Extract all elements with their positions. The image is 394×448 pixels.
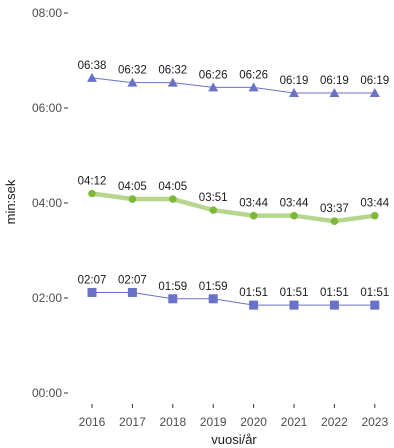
data-label: 02:07 — [118, 274, 147, 286]
data-label: 01:59 — [158, 281, 187, 293]
series-layer — [87, 72, 380, 310]
data-label: 01:51 — [239, 287, 268, 299]
data-point-circle — [88, 189, 96, 198]
data-label: 04:05 — [158, 181, 187, 193]
x-tick-label: 2022 — [321, 415, 348, 429]
x-tick-label: 2016 — [79, 415, 106, 429]
data-point-circle — [330, 217, 339, 226]
series-circle-line — [89, 191, 378, 224]
data-label: 03:44 — [239, 198, 268, 210]
x-tick-label: 2021 — [281, 415, 308, 429]
data-point-square — [249, 300, 259, 310]
data-point-triangle — [329, 87, 340, 97]
y-tick-label: 08:00 — [32, 6, 62, 20]
x-axis-title: vuosi/år — [211, 432, 257, 447]
y-tick-label: 06:00 — [32, 101, 62, 115]
x-tick-label: 2020 — [240, 415, 267, 429]
data-label: 03:44 — [360, 198, 389, 210]
data-label: 06:19 — [280, 75, 309, 87]
x-tick-label: 2018 — [159, 415, 186, 429]
data-label: 04:05 — [118, 181, 147, 193]
data-point-circle — [371, 211, 379, 220]
data-label: 01:51 — [280, 287, 309, 299]
data-label: 06:26 — [199, 69, 228, 81]
data-point-square — [168, 294, 178, 304]
data-point-circle — [290, 211, 298, 220]
data-point-triangle — [208, 82, 219, 92]
data-point-triangle — [369, 87, 380, 97]
data-point-circle — [128, 195, 137, 203]
y-tick-label: 00:00 — [32, 386, 62, 400]
data-point-square — [87, 287, 97, 297]
x-tick-label: 2023 — [361, 415, 388, 429]
data-point-square — [329, 300, 339, 310]
y-tick-label: 02:00 — [32, 291, 62, 305]
y-axis: 00:00 02:00 04:00 06:00 08:00 — [32, 6, 68, 400]
data-point-circle — [209, 206, 217, 214]
data-point-square — [289, 300, 299, 310]
x-tick-label: 2019 — [200, 415, 227, 429]
data-label: 01:59 — [199, 281, 228, 293]
data-point-circle — [169, 195, 177, 203]
data-label: 03:44 — [280, 198, 309, 210]
x-tick-label: 2017 — [119, 415, 146, 429]
data-labels: 06:38 06:32 06:32 06:26 06:26 06:19 06:19 06:19… — [78, 60, 390, 299]
series-square-line — [91, 291, 376, 306]
data-label: 06:26 — [239, 69, 268, 81]
data-point-square — [127, 287, 137, 297]
data-label: 02:07 — [78, 274, 107, 286]
data-label: 01:51 — [320, 287, 349, 299]
data-point-triangle — [87, 72, 97, 82]
data-label: 01:51 — [360, 287, 389, 299]
data-label: 06:19 — [320, 75, 349, 87]
data-point-square — [208, 294, 218, 304]
data-label: 06:32 — [118, 65, 147, 77]
series-triangle-line — [91, 77, 376, 94]
data-label: 06:38 — [78, 60, 107, 72]
data-label: 06:19 — [360, 75, 389, 87]
data-label: 06:32 — [158, 65, 187, 77]
data-label: 03:51 — [199, 192, 228, 204]
data-point-circle — [249, 211, 258, 220]
data-point-triangle — [167, 77, 178, 87]
y-axis-title: min:sek — [3, 179, 18, 224]
data-point-square — [370, 300, 380, 310]
x-axis: 2016 2017 2018 2019 2020 2021 2022 2023 — [79, 404, 388, 429]
data-label: 03:37 — [320, 203, 349, 215]
y-tick-label: 04:00 — [32, 196, 62, 210]
data-label: 04:12 — [78, 176, 107, 188]
data-point-triangle — [248, 82, 259, 92]
data-point-triangle — [289, 87, 299, 97]
data-point-triangle — [127, 77, 138, 87]
